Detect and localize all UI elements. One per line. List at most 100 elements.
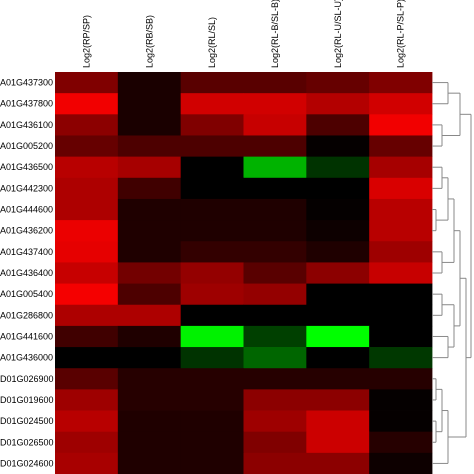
heatmap-cell bbox=[306, 198, 370, 221]
heatmap-cell bbox=[306, 177, 370, 200]
heatmap-cell bbox=[180, 304, 244, 327]
heatmap-cell bbox=[117, 114, 182, 136]
row-label: A01G436100 bbox=[0, 120, 53, 130]
heatmap-cell bbox=[180, 93, 244, 115]
row-label: A01G005200 bbox=[0, 141, 53, 151]
heatmap-cell bbox=[180, 156, 244, 179]
heatmap-cell bbox=[55, 368, 119, 390]
heatmap-cell bbox=[369, 156, 433, 179]
heatmap-cell bbox=[180, 135, 244, 158]
column-label: Log2(RP/SP) bbox=[81, 15, 91, 68]
heatmap-cell bbox=[306, 262, 370, 284]
heatmap-cell bbox=[55, 389, 119, 411]
heatmap-cell bbox=[117, 198, 182, 221]
row-label: D01G024600 bbox=[0, 458, 54, 468]
heatmap-cell bbox=[180, 177, 244, 200]
row-labels: A01G437300 A01G437800 A01G436100 A01G005200… bbox=[0, 78, 54, 469]
heatmap-cell bbox=[55, 177, 119, 200]
heatmap-cell bbox=[243, 304, 307, 327]
heatmap-cell bbox=[55, 114, 119, 136]
heatmap-cell bbox=[243, 368, 307, 390]
heatmap-cell bbox=[55, 347, 119, 369]
heatmap-cell bbox=[180, 114, 244, 136]
heatmap-cell bbox=[55, 156, 119, 179]
heatmap-cell bbox=[243, 262, 307, 284]
heatmap-cell bbox=[243, 410, 307, 433]
column-label: Log2(RL-P/SL-P) bbox=[396, 0, 406, 68]
heatmap-cell bbox=[55, 431, 119, 454]
heatmap-cell bbox=[180, 347, 244, 369]
heatmap-cell bbox=[369, 114, 433, 136]
heatmap-cell bbox=[117, 389, 182, 411]
heatmap-cell bbox=[55, 325, 119, 348]
heatmap-cells bbox=[55, 72, 433, 474]
column-label: Log2(RL-B/SL-B) bbox=[270, 0, 280, 68]
heatmap-cell bbox=[243, 283, 307, 306]
heatmap-cell bbox=[180, 452, 244, 474]
heatmap-cell bbox=[306, 114, 370, 136]
column-label: Log2(RB/SB) bbox=[144, 15, 154, 68]
heatmap-cell bbox=[243, 431, 307, 454]
heatmap-cell bbox=[369, 431, 433, 454]
heatmap-cell bbox=[306, 241, 370, 263]
heatmap-cell bbox=[369, 93, 433, 115]
column-labels: Log2(RP/SP) Log2(RB/SB) Log2(RL/SL) Log2(RL… bbox=[81, 0, 405, 68]
heatmap-cell bbox=[55, 452, 119, 474]
heatmap-cell bbox=[306, 220, 370, 242]
heatmap-cell bbox=[306, 431, 370, 454]
column-label: Log2(RL-U/SL-U) bbox=[333, 0, 343, 68]
heatmap-cell bbox=[306, 410, 370, 433]
heatmap-cell bbox=[117, 325, 182, 348]
heatmap-cell bbox=[243, 241, 307, 263]
heatmap-cell bbox=[306, 156, 370, 179]
heatmap-cell bbox=[117, 283, 182, 306]
heatmap-cell bbox=[306, 325, 370, 348]
column-label: Log2(RL/SL) bbox=[207, 17, 217, 68]
heatmap-cell bbox=[369, 198, 433, 221]
row-label: D01G026500 bbox=[0, 437, 54, 447]
heatmap-cell bbox=[180, 410, 244, 433]
row-label: A01G442300 bbox=[0, 183, 53, 193]
heatmap-cell bbox=[369, 452, 433, 474]
heatmap-cell bbox=[55, 262, 119, 284]
heatmap-cell bbox=[243, 93, 307, 115]
row-label: A01G437800 bbox=[0, 99, 53, 109]
heatmap-cell bbox=[117, 156, 182, 179]
heatmap-cell bbox=[55, 135, 119, 158]
row-label: A01G436500 bbox=[0, 162, 53, 172]
row-label: A01G005400 bbox=[0, 289, 53, 299]
heatmap-cell bbox=[117, 72, 182, 94]
heatmap-cell bbox=[55, 93, 119, 115]
heatmap-cell bbox=[369, 410, 433, 433]
heatmap-cell bbox=[117, 368, 182, 390]
heatmap-cell bbox=[243, 114, 307, 136]
heatmap-cell bbox=[55, 410, 119, 433]
heatmap-cell bbox=[243, 347, 307, 369]
heatmap-cell bbox=[55, 198, 119, 221]
heatmap-cell bbox=[369, 389, 433, 411]
heatmap-cell bbox=[369, 177, 433, 200]
heatmap-cell bbox=[117, 452, 182, 474]
heatmap-cell bbox=[117, 304, 182, 327]
heatmap-cell bbox=[117, 262, 182, 284]
heatmap-cell bbox=[306, 135, 370, 158]
heatmap-cell bbox=[55, 72, 119, 94]
row-label: A01G437300 bbox=[0, 78, 53, 88]
heatmap-cell bbox=[369, 220, 433, 242]
heatmap-cell bbox=[369, 368, 433, 390]
heatmap-cell bbox=[180, 325, 244, 348]
heatmap-cell bbox=[306, 368, 370, 390]
heatmap-cell bbox=[117, 135, 182, 158]
row-label: A01G444600 bbox=[0, 205, 53, 215]
heatmap-cell bbox=[243, 156, 307, 179]
heatmap-cell bbox=[180, 431, 244, 454]
heatmap-cell bbox=[180, 241, 244, 263]
row-label: D01G019600 bbox=[0, 395, 54, 405]
heatmap-cell bbox=[243, 177, 307, 200]
row-label: A01G436000 bbox=[0, 353, 53, 363]
heatmap-cell bbox=[55, 241, 119, 263]
heatmap-cell bbox=[180, 389, 244, 411]
heatmap-cell bbox=[55, 304, 119, 327]
row-label: A01G286800 bbox=[0, 310, 53, 320]
heatmap-cell bbox=[369, 283, 433, 306]
